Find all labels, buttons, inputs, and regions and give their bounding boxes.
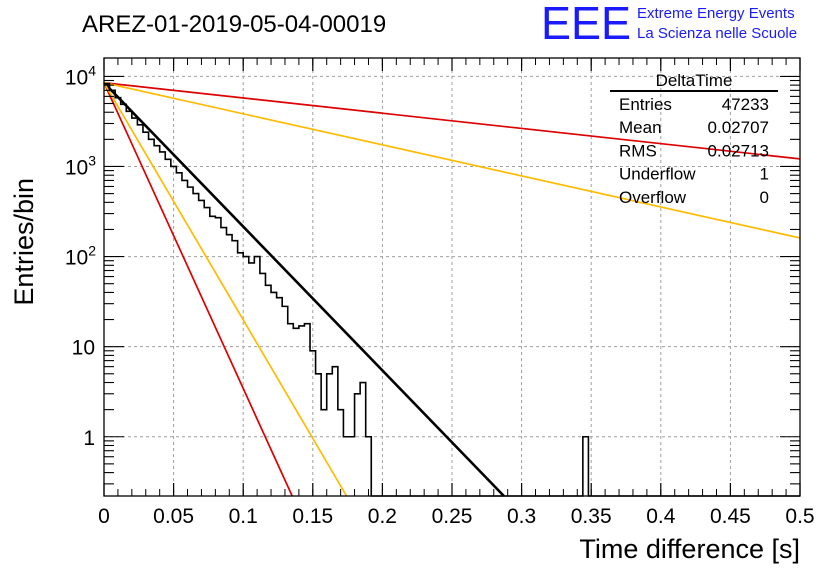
eee-logo: EEE Extreme Energy Events La Scienza nel… — [541, 0, 797, 49]
stats-value: 0.02713 — [708, 141, 769, 160]
fit-curve — [103, 82, 293, 497]
fit-curve — [103, 82, 348, 497]
x-tick-label: 0.4 — [646, 505, 676, 528]
stats-label: RMS — [619, 141, 657, 160]
stats-value: 0.02707 — [708, 118, 769, 137]
chart-title: AREZ-01-2019-05-04-00019 — [82, 11, 386, 38]
logo-mark: EEE — [541, 0, 631, 49]
stats-box: DeltaTime Entries 47233 Mean 0.02707 RMS 0.02… — [610, 71, 778, 207]
fit-curve — [103, 81, 801, 160]
y-tick-label: 104 — [65, 62, 96, 89]
fit-curves — [103, 81, 801, 497]
y-tick-label: 10 — [72, 337, 95, 360]
y-tick-label: 1 — [83, 427, 95, 450]
stats-value: 1 — [760, 165, 769, 184]
x-tick-label: 0.3 — [507, 505, 536, 528]
x-tick-label: 0.15 — [292, 505, 333, 528]
y-tick-label: 103 — [65, 152, 96, 179]
x-tick-label: 0.5 — [785, 505, 814, 528]
stats-label: Entries — [619, 95, 672, 114]
x-tick-label: 0.45 — [710, 505, 751, 528]
fit-curve — [103, 81, 505, 497]
logo-line2: La Scienza nelle Scuole — [637, 25, 797, 42]
y-tick-label: 102 — [65, 243, 96, 270]
fit-curve — [103, 81, 801, 239]
x-tick-label: 0.25 — [432, 505, 473, 528]
stats-label: Underflow — [619, 165, 696, 184]
x-tick-label: 0.1 — [229, 505, 258, 528]
stats-label: Mean — [619, 118, 662, 137]
logo-line1: Extreme Energy Events — [637, 5, 795, 22]
x-axis-label: Time difference [s] — [579, 534, 800, 564]
x-tick-label: 0.2 — [368, 505, 397, 528]
x-tick-label: 0.05 — [153, 505, 194, 528]
x-tick-label: 0.35 — [571, 505, 612, 528]
stats-value: 47233 — [722, 95, 769, 114]
x-tick-label: 0 — [98, 505, 110, 528]
histogram-series — [104, 82, 800, 497]
grid — [104, 58, 800, 496]
y-axis-label: Entries/bin — [9, 178, 39, 306]
stats-label: Overflow — [619, 188, 687, 207]
x-axis: 0 0.05 0.1 0.15 0.2 0.25 0.3 0.35 0.4 0.45 0.5 — [98, 58, 815, 528]
stats-value: 0 — [760, 188, 769, 207]
stats-title: DeltaTime — [656, 71, 733, 90]
